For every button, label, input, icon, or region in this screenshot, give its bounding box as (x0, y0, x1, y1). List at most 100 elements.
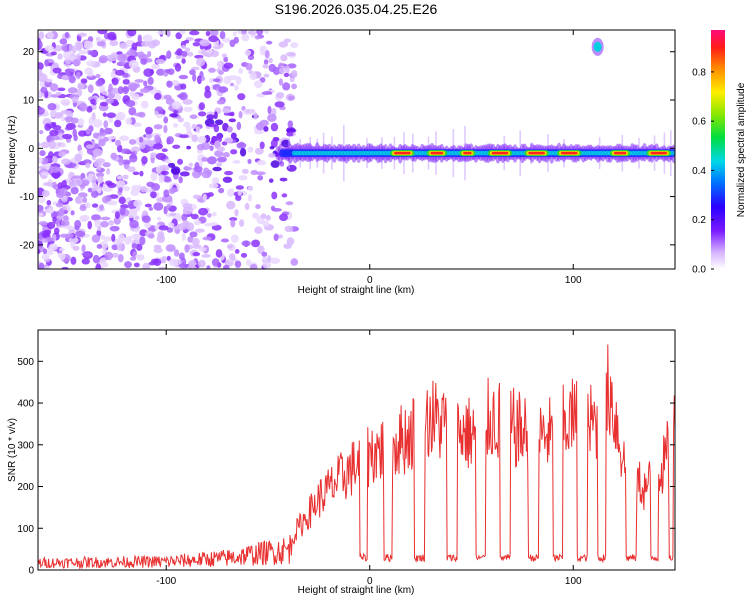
spectrogram-noise-cell (107, 31, 117, 41)
spectrogram-noise-cell (139, 236, 146, 246)
spectrogram-noise-cell (235, 195, 242, 202)
spectrogram-noise-cell (229, 217, 238, 222)
spectrogram-noise-cell (215, 249, 223, 258)
spectrogram-noise-cell (191, 123, 198, 129)
spectrogram-noise-cell (192, 42, 201, 47)
spectrogram-noise-cell (242, 108, 253, 115)
spectrogram-noise-cell (125, 100, 136, 107)
spectrogram-noise-cell (68, 55, 76, 61)
spectrogram-noise-cell (97, 30, 108, 35)
spectrogram-noise-cell (99, 101, 108, 107)
spectrogram-noise-cell (91, 234, 101, 243)
spectrogram-noise-cell (127, 200, 135, 209)
spectrogram-noise-cell (49, 165, 54, 175)
spectrogram-noise-cell (130, 188, 140, 197)
spectrogram-noise-cell (184, 47, 191, 53)
spectrogram-noise-cell (207, 213, 212, 218)
signal-core (669, 150, 675, 156)
spectrogram-noise-cell (163, 206, 168, 215)
spectrogram-noise-cell (111, 77, 119, 86)
spectrogram-noise-cell (118, 157, 124, 166)
spectrogram-noise-cell (226, 244, 233, 249)
spectrogram-noise-cell (197, 259, 206, 268)
spectrogram-noise-cell (42, 182, 54, 187)
spectrogram-noise-cell (148, 261, 156, 266)
spectrogram-noise-cell (70, 186, 79, 195)
spectrogram-noise-cell (148, 206, 154, 211)
spectrogram-noise-cell (234, 84, 239, 91)
spectrogram-noise-cell (134, 79, 144, 83)
spectrogram-noise-cell (84, 67, 94, 75)
spectrogram-noise-cell (65, 59, 71, 65)
spectrogram-noise-cell (38, 31, 45, 40)
spectrogram-noise-cell (157, 216, 162, 221)
spectrogram-noise-cell (157, 30, 167, 35)
spectrogram-noise-cell (209, 30, 219, 37)
spectrogram-noise-cell (209, 145, 214, 151)
spectrogram-noise-cell (265, 214, 271, 221)
spectrogram-noise-cell (285, 201, 294, 206)
spectrogram-noise-cell (82, 197, 88, 203)
spectrogram-noise-cell (139, 142, 146, 150)
signal-strong-peak (560, 151, 578, 155)
spectrogram-noise-cell (181, 213, 188, 222)
spectrogram-noise-cell (176, 93, 186, 99)
spectrogram-y-axis-label: Frequency (Hz) (7, 116, 18, 185)
spectrogram-noise-cell (78, 50, 88, 55)
spectrogram-noise-cell (283, 243, 292, 249)
spectrogram-noise-cell (169, 212, 177, 217)
spectrogram-noise-cell (287, 63, 297, 69)
spectrogram-noise-cell (143, 80, 148, 87)
spectrogram-noise-cell (76, 89, 83, 97)
spectrogram-noise-cell (54, 227, 60, 235)
snr-y-tick-label: 400 (17, 399, 34, 410)
signal-strong-peak (528, 151, 545, 155)
spectrogram-noise-cell (232, 160, 241, 164)
spectrogram-noise-cell (62, 133, 73, 140)
signal-strong-peak (491, 151, 509, 155)
spectrogram-noise-cell (87, 84, 94, 93)
spectrogram-noise-cell (181, 44, 187, 49)
snr-x-tick-label: -100 (156, 576, 176, 587)
spectrogram-noise-cell (262, 261, 272, 269)
spectrogram-noise-cell (214, 150, 224, 157)
spectrogram-noise-cell (274, 101, 285, 108)
spectrogram-x-tick-label: 100 (565, 275, 582, 286)
spectrogram-noise-cell (120, 148, 131, 154)
spectrogram-noise-cell (127, 235, 132, 243)
spectrogram-noise-cell (217, 60, 222, 69)
spectrogram-noise-cell (247, 185, 254, 192)
spectrogram-noise-cell (78, 32, 87, 37)
spectrogram-noise-cell (192, 73, 197, 82)
spectrogram-noise-cell (147, 233, 155, 239)
spectrogram-noise-cell (65, 122, 76, 130)
spectrogram-noise-cell (67, 87, 78, 94)
spectrogram-noise-cell (106, 112, 117, 119)
spectrogram-noise-cell (77, 118, 85, 127)
spectrogram-noise-cell (164, 159, 171, 164)
spectrogram-noise-cell (129, 219, 139, 229)
spectrogram-noise-cell (61, 158, 71, 165)
spectrogram-noise-cell (222, 176, 233, 183)
spectrogram-noise-cell (125, 117, 133, 125)
spectrogram-noise-cell (38, 157, 43, 164)
colorbar-tick-label: 0.4 (692, 166, 706, 177)
spectrogram-noise-cell (55, 202, 64, 208)
spectrogram-noise-cell (230, 149, 238, 155)
spectrogram-noise-cell (136, 243, 143, 251)
spectrogram-noise-cell (166, 30, 171, 37)
colorbar-label: Normalized spectral amplitude (736, 82, 747, 217)
spectrogram-noise-cell (212, 266, 219, 269)
spectrogram-noise-cell (46, 221, 56, 230)
spectrogram-noise-cell (86, 60, 96, 67)
spectrogram-noise-cell (41, 172, 51, 176)
spectrogram-noise-cell (259, 48, 266, 56)
spectrogram-noise-cell (205, 30, 211, 37)
spectrogram-noise-cell (51, 62, 60, 68)
spectrogram-noise-cell (100, 221, 109, 228)
spectrogram-noise-cell (222, 152, 230, 158)
spectrogram-noise-cell (100, 216, 111, 221)
spectrogram-noise-cell (128, 59, 139, 69)
spectrogram-noise-cell (144, 203, 152, 208)
spectrogram-noise-cell (227, 137, 233, 143)
